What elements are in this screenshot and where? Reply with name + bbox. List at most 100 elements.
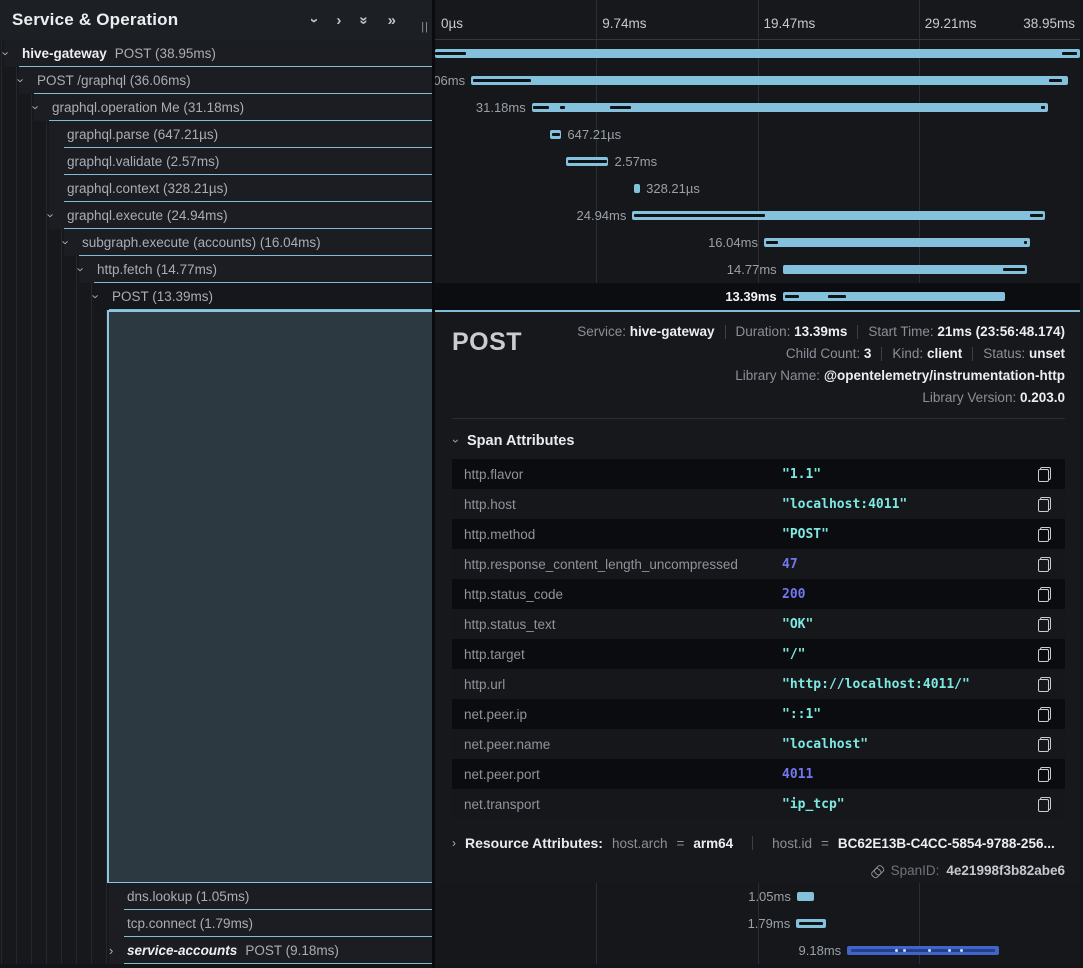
copy-button[interactable] (1038, 556, 1051, 572)
span-bar[interactable] (782, 292, 1005, 301)
collapse-chevron-icon[interactable]: › (73, 267, 89, 272)
copy-button[interactable] (1038, 736, 1051, 752)
span-name[interactable]: graphql.validate (2.57ms) (64, 148, 432, 175)
attribute-row[interactable]: net.peer.ip "::1" (452, 699, 1065, 729)
attribute-row[interactable]: http.flavor "1.1" (452, 459, 1065, 489)
collapse-chevron-icon[interactable]: › (28, 105, 44, 110)
tree-row[interactable]: › graphql.execute (24.94ms) (0, 202, 432, 229)
tree-row[interactable]: › http.fetch (14.77ms) (0, 256, 432, 283)
attribute-row[interactable]: http.response_content_length_uncompresse… (452, 549, 1065, 579)
span-name[interactable]: graphql.parse (647.21µs) (64, 121, 432, 148)
copy-button[interactable] (1038, 526, 1051, 542)
tree-row[interactable]: dns.lookup (1.05ms) (0, 883, 432, 910)
copy-button[interactable] (1038, 706, 1051, 722)
expand-chevron-icon[interactable]: › (452, 836, 456, 850)
child-span-mark (1061, 52, 1077, 55)
link-icon[interactable] (867, 861, 887, 881)
copy-icon (1038, 646, 1051, 662)
span-name[interactable]: graphql.operation Me (31.18ms) (49, 94, 432, 121)
info-label: Library Version: (922, 390, 1020, 405)
span-bar[interactable] (435, 49, 1080, 58)
collapse-all-double-chevron-down-icon[interactable]: » (355, 15, 373, 25)
tree-row[interactable]: tcp.connect (1.79ms) (0, 910, 432, 937)
timeline-row[interactable]: 31.18ms (435, 94, 1080, 121)
copy-button[interactable] (1038, 796, 1051, 812)
span-bar[interactable] (471, 76, 1069, 85)
timeline-row[interactable]: 328.21µs (435, 175, 1080, 202)
span-bar[interactable] (634, 184, 641, 193)
timeline-row[interactable]: 1.79ms (435, 910, 1080, 937)
tree-row[interactable]: › graphql.operation Me (31.18ms) (0, 94, 432, 121)
span-attributes-header[interactable]: › Span Attributes (449, 433, 1065, 449)
attribute-row[interactable]: http.status_text "OK" (452, 609, 1065, 639)
span-name[interactable]: http.fetch (14.77ms) (94, 256, 432, 283)
tree-row[interactable]: › POST /graphql (36.06ms) (0, 67, 432, 94)
timeline-row[interactable]: 14.77ms (435, 256, 1080, 283)
copy-button[interactable] (1038, 766, 1051, 782)
span-bar[interactable] (632, 211, 1046, 220)
attribute-row[interactable]: http.url "http://localhost:4011/" (452, 669, 1065, 699)
timeline-row[interactable]: 9.18ms (435, 937, 1080, 964)
copy-button[interactable] (1038, 616, 1051, 632)
collapse-chevron-icon[interactable]: › (88, 294, 104, 299)
tree-row[interactable]: › service-accounts POST (9.18ms) (0, 937, 432, 964)
info-field: Service: hive-gateway (577, 324, 714, 339)
timeline-row[interactable]: 13.39ms (435, 283, 1080, 310)
attribute-row[interactable]: http.host "localhost:4011" (452, 489, 1065, 519)
attribute-row[interactable]: net.peer.port 4011 (452, 759, 1065, 789)
resource-attributes-row[interactable]: › Resource Attributes: host.arch = arm64 ho… (452, 835, 1065, 851)
collapse-chevron-icon[interactable]: › (13, 78, 29, 83)
copy-button[interactable] (1038, 586, 1051, 602)
timeline-row[interactable]: 16.04ms (435, 229, 1080, 256)
service-name: service-accounts (127, 942, 238, 958)
timeline-row[interactable] (435, 40, 1080, 67)
expand-one-chevron-right-icon[interactable]: › (336, 11, 342, 29)
attribute-row[interactable]: net.transport "ip_tcp" (452, 789, 1065, 819)
collapse-chevron-icon[interactable]: › (43, 213, 59, 218)
copy-button[interactable] (1038, 496, 1051, 512)
tree-row[interactable]: › POST (13.39ms) (0, 283, 432, 310)
collapse-chevron-icon[interactable]: › (449, 439, 463, 443)
duration-label: 31.18ms (475, 100, 526, 115)
tree-row[interactable]: › hive-gateway POST (38.95ms) (0, 40, 432, 67)
column-resize-handle[interactable]: || (421, 21, 429, 33)
attribute-row[interactable]: http.target "/" (452, 639, 1065, 669)
gridline (757, 883, 759, 964)
span-bar[interactable] (763, 238, 1030, 247)
tree-row[interactable]: graphql.parse (647.21µs) (0, 121, 432, 148)
span-name[interactable]: subgraph.execute (accounts) (16.04ms) (79, 229, 432, 256)
attribute-row[interactable]: http.status_code 200 (452, 579, 1065, 609)
collapse-chevron-icon[interactable]: › (0, 51, 14, 56)
copy-button[interactable] (1038, 466, 1051, 482)
collapse-chevron-icon[interactable]: › (58, 240, 74, 245)
span-attributes-table: http.flavor "1.1" http.host "localhost:4011… (452, 459, 1065, 819)
tree-row[interactable]: graphql.context (328.21µs) (0, 175, 432, 202)
span-bar[interactable] (531, 103, 1048, 112)
expand-all-double-chevron-right-icon[interactable]: » (387, 11, 396, 29)
span-bar[interactable] (796, 892, 815, 901)
span-name[interactable]: POST (13.39ms) (109, 283, 432, 310)
timeline-row[interactable]: 1.05ms (435, 883, 1080, 910)
span-bar[interactable] (782, 265, 1028, 274)
timeline-row[interactable]: 647.21µs (435, 121, 1080, 148)
span-name[interactable]: graphql.context (328.21µs) (64, 175, 432, 202)
divider (857, 324, 859, 339)
tree-row[interactable]: › subgraph.execute (accounts) (16.04ms) (0, 229, 432, 256)
span-name[interactable]: graphql.execute (24.94ms) (64, 202, 432, 229)
tree-row[interactable]: graphql.validate (2.57ms) (0, 148, 432, 175)
span-name[interactable]: hive-gateway POST (38.95ms) (19, 40, 432, 67)
expand-chevron-icon[interactable]: › (109, 943, 114, 958)
timeline-row[interactable]: 24.94ms (435, 202, 1080, 229)
copy-button[interactable] (1038, 676, 1051, 692)
collapse-one-chevron-down-icon[interactable]: › (306, 17, 324, 23)
copy-icon (1038, 706, 1051, 722)
timeline-row[interactable]: 2.57ms (435, 148, 1080, 175)
attribute-row[interactable]: net.peer.name "localhost" (452, 729, 1065, 759)
span-name[interactable]: service-accounts POST (9.18ms) (124, 937, 432, 964)
attribute-row[interactable]: http.method "POST" (452, 519, 1065, 549)
span-name[interactable]: tcp.connect (1.79ms) (124, 910, 432, 937)
span-name[interactable]: POST /graphql (36.06ms) (34, 67, 432, 94)
timeline-row[interactable]: 36.06ms (435, 67, 1080, 94)
copy-button[interactable] (1038, 646, 1051, 662)
span-name[interactable]: dns.lookup (1.05ms) (124, 883, 432, 910)
